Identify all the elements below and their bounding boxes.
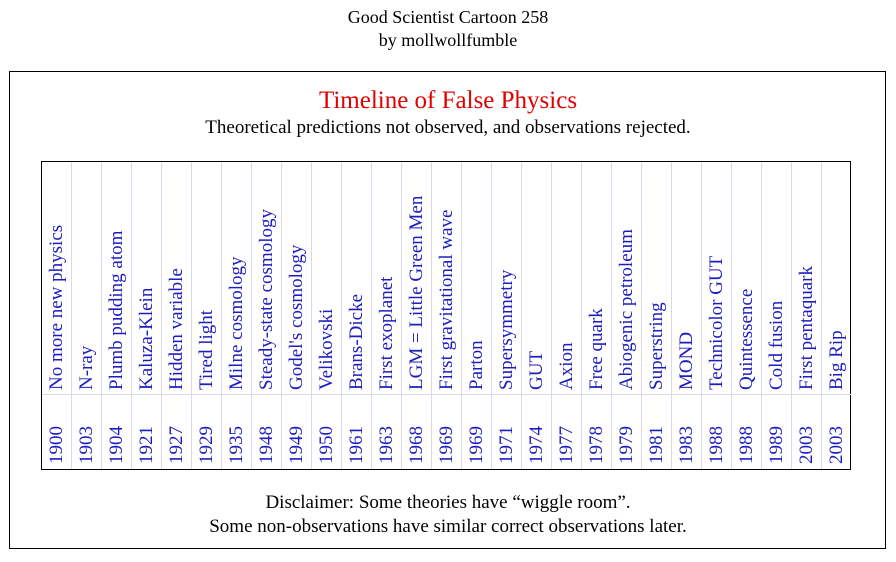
entry-label: Technicolor GUT (702, 162, 731, 395)
disclaimer-line-1: Disclaimer: Some theories have “wiggle r… (265, 492, 631, 513)
cartoon-title: Good Scientist Cartoon 258 (347, 7, 549, 27)
timeline-column: Parton 1969 (462, 162, 492, 469)
entry-label: Plumb pudding atom (102, 162, 131, 395)
entry-year: 1989 (766, 426, 787, 464)
timeline-column: Steady-state cosmology 1948 (252, 162, 282, 469)
entry-year: 1921 (136, 426, 157, 464)
timeline-table: No more new physics 1900 N-ray 1903 Plumb pu… (41, 161, 851, 470)
entry-label: Kaluza-Klein (132, 162, 161, 395)
entry-year: 1927 (166, 426, 187, 464)
entry-year: 1977 (556, 426, 577, 464)
timeline-column: Free quark 1978 (582, 162, 612, 469)
entry-year: 1981 (646, 426, 667, 464)
timeline-subtitle: Theoretical predictions not observed, an… (205, 117, 691, 138)
timeline-column: Godel's cosmology 1949 (282, 162, 312, 469)
entry-year: 2003 (826, 426, 847, 464)
entry-label: Milne cosmology (222, 162, 251, 395)
timeline-column: LGM = Little Green Men 1968 (402, 162, 432, 469)
timeline-column: Plumb pudding atom 1904 (102, 162, 132, 469)
timeline-column: Cold fusion 1989 (762, 162, 792, 469)
entry-label: No more new physics (42, 162, 71, 395)
entry-label: Cold fusion (762, 162, 791, 395)
entry-label: Quintessence (732, 162, 761, 395)
entry-year: 1979 (616, 426, 637, 464)
entry-label: GUT (522, 162, 551, 395)
entry-label: First exoplanet (372, 162, 401, 395)
entry-label: First pentaquark (792, 162, 821, 395)
timeline-column: GUT 1974 (522, 162, 552, 469)
timeline-column: Brans-Dicke 1961 (342, 162, 372, 469)
entry-label: Superstring (642, 162, 671, 395)
entry-label: Supersymmetry (492, 162, 521, 395)
entry-year: 1974 (526, 426, 547, 464)
entry-label: Abiogenic petroleum (612, 162, 641, 395)
entry-label: Free quark (582, 162, 611, 395)
entry-year: 1900 (46, 426, 67, 464)
entry-label: Tired light (192, 162, 221, 395)
entry-year: 1988 (706, 426, 727, 464)
entry-label: Brans-Dicke (342, 162, 371, 395)
entry-label: N-ray (72, 162, 101, 395)
entry-label: Parton (462, 162, 491, 395)
timeline-column: First exoplanet 1963 (372, 162, 402, 469)
entry-year: 1969 (466, 426, 487, 464)
entry-label: Steady-state cosmology (252, 162, 281, 395)
entry-year: 1988 (736, 426, 757, 464)
timeline-column: First pentaquark 2003 (792, 162, 822, 469)
entry-label: Axion (552, 162, 581, 395)
timeline-column: Hidden variable 1927 (162, 162, 192, 469)
entry-label: Godel's cosmology (282, 162, 311, 395)
entry-label: Velikovski (312, 162, 341, 395)
entry-label: MOND (672, 162, 701, 395)
entry-year: 1904 (106, 426, 127, 464)
timeline-column: Quintessence 1988 (732, 162, 762, 469)
entry-year: 1950 (316, 426, 337, 464)
timeline-column: Big Rip 2003 (822, 162, 851, 469)
entry-year: 1903 (76, 426, 97, 464)
entry-label: First gravitational wave (432, 162, 461, 395)
entry-year: 1969 (436, 426, 457, 464)
timeline-column: Milne cosmology 1935 (222, 162, 252, 469)
entry-year: 1948 (256, 426, 277, 464)
entry-year: 1978 (586, 426, 607, 464)
disclaimer-line-2: Some non-observations have similar corre… (209, 516, 687, 537)
timeline-column: Tired light 1929 (192, 162, 222, 469)
cartoon-author: by mollwollfumble (378, 30, 518, 50)
timeline-column: MOND 1983 (672, 162, 702, 469)
timeline-column: N-ray 1903 (72, 162, 102, 469)
timeline-title: Timeline of False Physics (318, 87, 578, 114)
timeline-column: Supersymmetry 1971 (492, 162, 522, 469)
entry-year: 1983 (676, 426, 697, 464)
entry-label: Big Rip (822, 162, 851, 395)
entry-year: 1961 (346, 426, 367, 464)
timeline-column: Velikovski 1950 (312, 162, 342, 469)
timeline-column: No more new physics 1900 (42, 162, 72, 469)
entry-year: 1935 (226, 426, 247, 464)
timeline-column: Abiogenic petroleum 1979 (612, 162, 642, 469)
timeline-column: Technicolor GUT 1988 (702, 162, 732, 469)
entry-year: 1971 (496, 426, 517, 464)
entry-year: 1929 (196, 426, 217, 464)
entry-year: 2003 (796, 426, 817, 464)
cartoon-frame (9, 71, 886, 549)
entry-year: 1949 (286, 426, 307, 464)
entry-label: LGM = Little Green Men (402, 162, 431, 395)
entry-year: 1963 (376, 426, 397, 464)
entry-year: 1968 (406, 426, 427, 464)
timeline-column: Superstring 1981 (642, 162, 672, 469)
entry-label: Hidden variable (162, 162, 191, 395)
timeline-column: Axion 1977 (552, 162, 582, 469)
timeline-column: Kaluza-Klein 1921 (132, 162, 162, 469)
timeline-column: First gravitational wave 1969 (432, 162, 462, 469)
